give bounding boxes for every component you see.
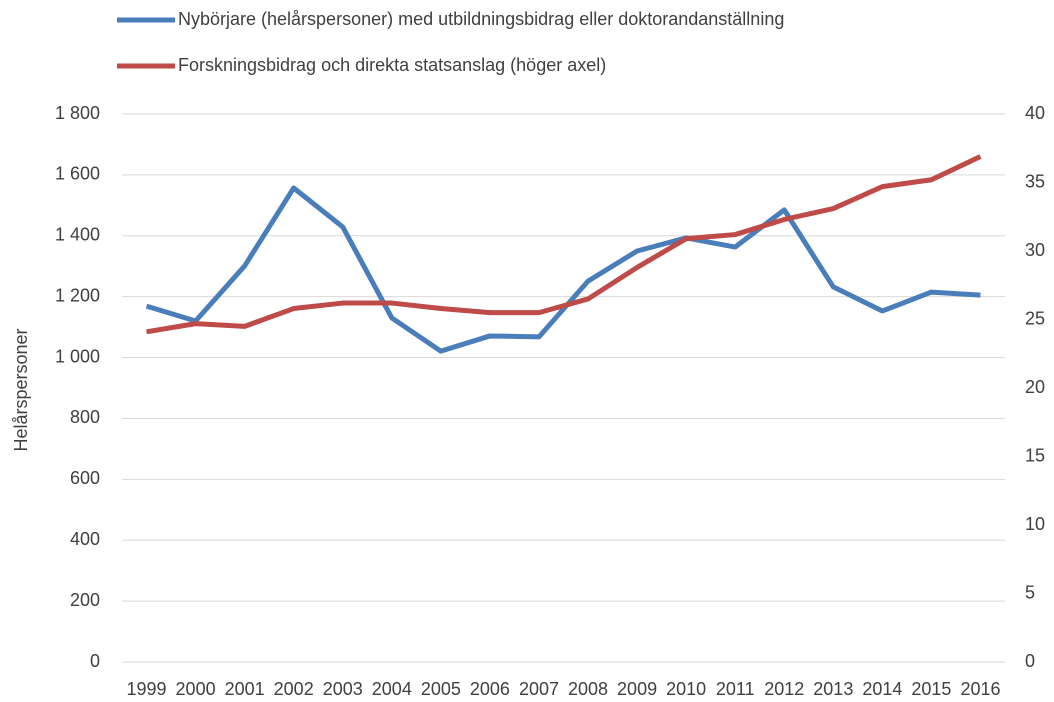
x-tick-label: 2003 <box>323 679 363 699</box>
x-tick-label: 2016 <box>960 679 1000 699</box>
y-tick-label: 1 800 <box>55 103 100 123</box>
x-tick-label: 1999 <box>127 679 167 699</box>
y2-tick-label: 0 <box>1025 651 1035 671</box>
y-tick-label: 600 <box>70 468 100 488</box>
x-tick-label: 2001 <box>225 679 265 699</box>
x-tick-label: 2004 <box>372 679 412 699</box>
x-tick-label: 2012 <box>764 679 804 699</box>
x-tick-label: 2000 <box>176 679 216 699</box>
y-tick-label: 400 <box>70 529 100 549</box>
x-tick-label: 2015 <box>911 679 951 699</box>
y2-tick-label: 10 <box>1025 514 1045 534</box>
y-tick-label: 1 600 <box>55 164 100 184</box>
y-tick-label: 1 200 <box>55 285 100 305</box>
y-tick-label: 800 <box>70 407 100 427</box>
data-line <box>146 154 982 335</box>
y2-tick-label: 20 <box>1025 377 1045 397</box>
y2-tick-label: 5 <box>1025 582 1035 602</box>
x-tick-label: 2009 <box>617 679 657 699</box>
legend-label: Nybörjare (helårspersoner) med utbildnin… <box>178 9 784 29</box>
x-tick-label: 2011 <box>716 679 755 699</box>
y-tick-label: 1 400 <box>55 225 100 245</box>
x-tick-label: 2008 <box>568 679 608 699</box>
x-tick-label: 2002 <box>274 679 314 699</box>
y2-tick-label: 25 <box>1025 308 1045 328</box>
y-tick-label: 200 <box>70 590 100 610</box>
legend-label: Forskningsbidrag och direkta statsanslag… <box>178 55 606 75</box>
y-tick-label: 0 <box>90 651 100 671</box>
y2-tick-label: 30 <box>1025 240 1045 260</box>
x-tick-label: 2005 <box>421 679 461 699</box>
y2-tick-label: 40 <box>1025 103 1045 123</box>
x-tick-label: 2007 <box>519 679 559 699</box>
y2-tick-label: 35 <box>1025 171 1045 191</box>
y2-tick-label: 15 <box>1025 445 1045 465</box>
x-tick-label: 2014 <box>862 679 902 699</box>
data-line <box>145 185 981 354</box>
y-axis-label: Helårspersoner <box>11 328 31 451</box>
x-tick-label: 2013 <box>813 679 853 699</box>
y-tick-label: 1 000 <box>55 346 100 366</box>
x-tick-label: 2006 <box>470 679 510 699</box>
x-tick-label: 2010 <box>666 679 706 699</box>
